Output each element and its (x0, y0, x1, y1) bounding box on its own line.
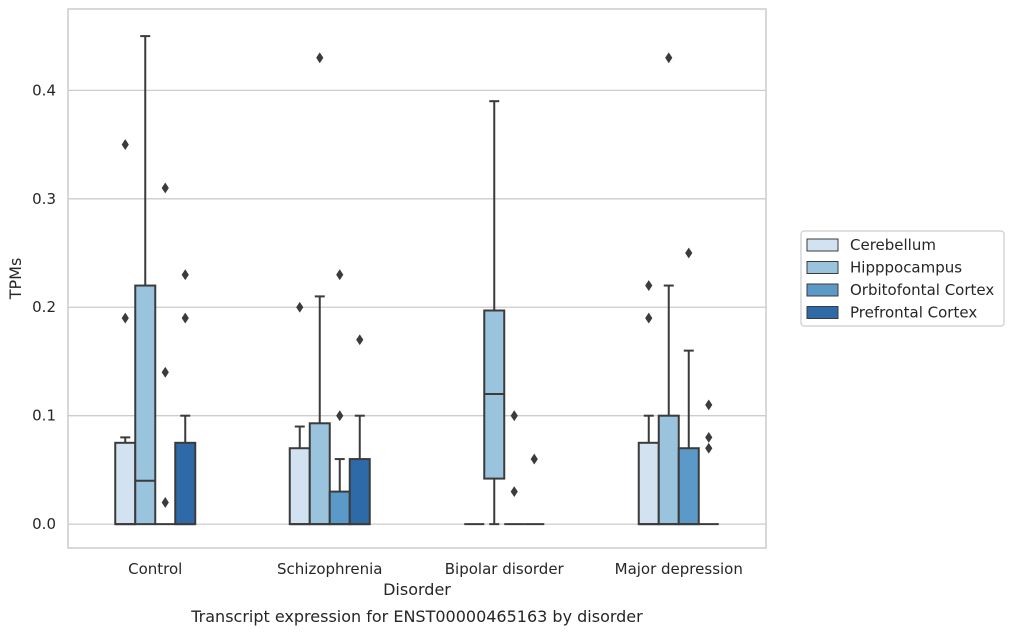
y-tick-label: 0.1 (32, 407, 56, 425)
outlier-point (161, 366, 169, 378)
box-prefrontal-cortex (348, 334, 371, 526)
box-hipppocampus (134, 35, 157, 526)
box-body (657, 414, 680, 526)
y-tick-label: 0.3 (32, 190, 56, 208)
legend-label: Hipppocampus (850, 259, 962, 277)
box-prefrontal-cortex (524, 453, 545, 526)
outlier-point (181, 312, 189, 324)
x-axis-ticks: Control Schizophrenia Bipolar disorder Majo… (128, 560, 743, 578)
y-axis-ticks: 0.0 0.1 0.2 0.3 0.4 (32, 81, 56, 533)
outlier-point (645, 312, 653, 324)
box-body (348, 458, 371, 526)
outlier-point (510, 486, 518, 498)
legend: Cerebellum Hipppocampus Orbitofontal Corte… (800, 230, 1005, 327)
plot-area-frame (67, 8, 767, 549)
box-cerebellum (114, 139, 137, 526)
box-hipppocampus (657, 52, 680, 526)
box-prefrontal-cortex (174, 269, 197, 526)
box-body (114, 441, 137, 526)
legend-swatch (806, 283, 839, 297)
box-body (134, 284, 157, 526)
outlier-point (121, 139, 129, 150)
outlier-point (356, 334, 364, 346)
outlier-point (336, 410, 344, 422)
legend-swatch (806, 306, 839, 319)
x-tick-label: Control (128, 560, 182, 578)
legend-label: Cerebellum (850, 236, 936, 254)
box-body (637, 441, 660, 526)
x-tick-label: Major depression (615, 560, 743, 578)
box-orbitofontal-cortex (677, 247, 700, 526)
box-hipppocampus (308, 52, 331, 526)
box-prefrontal-cortex (698, 399, 719, 526)
y-tick-label: 0.0 (32, 515, 56, 533)
y-tick-label: 0.2 (32, 298, 56, 316)
boxes (114, 35, 719, 526)
outlier-point (685, 247, 693, 259)
legend-label: Orbitofontal Cortex (850, 281, 994, 299)
outlier-point (510, 410, 518, 422)
box-hipppocampus (483, 100, 506, 526)
outlier-point (530, 453, 538, 465)
figure-caption: Transcript expression for ENST0000046516… (190, 607, 643, 626)
outlier-point (336, 269, 344, 281)
box-orbitofontal-cortex (504, 410, 525, 526)
box-orbitofontal-cortex (328, 269, 351, 526)
outlier-point (705, 399, 713, 411)
outlier-point (705, 431, 713, 443)
outlier-point (161, 182, 169, 194)
y-tick-label: 0.4 (32, 81, 56, 99)
outlier-point (161, 497, 169, 508)
legend-frame (800, 230, 1005, 327)
box-body (677, 447, 700, 526)
box-body (174, 441, 197, 526)
box-cerebellum (637, 280, 660, 526)
outlier-point (645, 280, 653, 291)
box-body (308, 422, 331, 526)
outlier-point (316, 52, 324, 64)
x-tick-label: Schizophrenia (277, 560, 382, 578)
outlier-point (665, 52, 673, 64)
legend-swatch (806, 261, 839, 274)
box-cerebellum (288, 301, 311, 526)
outlier-point (296, 301, 304, 313)
box-body (288, 447, 311, 526)
y-axis-title: TPMs (6, 258, 25, 301)
legend-label: Prefrontal Cortex (850, 304, 977, 322)
outlier-point (705, 442, 713, 454)
outlier-point (181, 269, 189, 281)
x-tick-label: Bipolar disorder (445, 560, 565, 578)
legend-swatch (806, 238, 839, 252)
box-orbitofontal-cortex (155, 182, 176, 526)
box-body (328, 490, 351, 526)
outlier-point (121, 312, 129, 324)
x-axis-title: Disorder (383, 580, 451, 599)
